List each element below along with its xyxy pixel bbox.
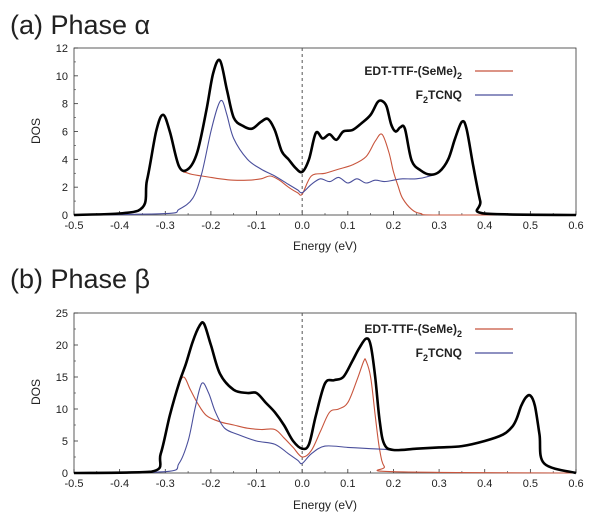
x-tick-label: 0.3 [431, 220, 446, 232]
panel-b-title: (b) Phase β [10, 264, 151, 294]
y-tick-label: 15 [56, 372, 68, 384]
x-axis-label: Energy (eV) [293, 239, 357, 253]
x-tick-label: 0.6 [568, 478, 583, 490]
x-tick-label: 0.2 [386, 478, 401, 490]
y-tick-label: 12 [56, 43, 68, 55]
x-tick-label: -0.3 [156, 220, 175, 232]
y-tick-label: 25 [56, 308, 68, 320]
series-edt-ttf-line [73, 358, 577, 474]
x-tick-label: -0.1 [247, 220, 266, 232]
y-tick-label: 2 [62, 182, 68, 194]
x-tick-label: -0.2 [201, 220, 220, 232]
series-total-line [73, 321, 577, 475]
y-tick-label: 5 [62, 436, 68, 448]
x-tick-label: 0.0 [295, 220, 310, 232]
y-axis-label: DOS [29, 379, 43, 405]
series-f2tcnq-line [73, 99, 577, 216]
x-tick-label: 0.6 [568, 220, 583, 232]
plot-panel-b: 0 5 10 15 20 25 -0.5 -0.4 -0.3 -0.2 -0.1 0.0 0.1 0.2 0… [29, 308, 584, 512]
x-tick-label: -0.1 [247, 478, 266, 490]
y-tick-label: 6 [62, 127, 68, 139]
x-tick-label: -0.5 [65, 220, 84, 232]
x-tick-label: 0.3 [431, 478, 446, 490]
x-tick-label: 0.0 [295, 478, 310, 490]
panel-a-title: (a) Phase α [10, 10, 151, 40]
plot-panel-a: 0 2 4 6 8 10 12 -0.5 -0.4 -0.3 -0.2 -0.1 0.0 0.1 0.2 0.… [29, 43, 584, 253]
y-tick-label: 10 [56, 404, 68, 416]
y-tick-label: 4 [62, 154, 68, 166]
x-tick-label: -0.2 [201, 478, 220, 490]
x-tick-label: 0.4 [477, 478, 492, 490]
x-tick-label: 0.5 [523, 220, 538, 232]
series-f2tcnq-line [73, 382, 577, 474]
plot-frame [73, 47, 577, 216]
x-tick-label: -0.4 [110, 478, 129, 490]
y-tick-label: 0 [62, 210, 68, 222]
y-tick-label: 20 [56, 340, 68, 352]
x-tick-label: 0.1 [340, 478, 355, 490]
x-tick-label: 0.5 [523, 478, 538, 490]
x-tick-label: -0.3 [156, 478, 175, 490]
legend-label: EDT-TTF-(SeMe)2 [364, 64, 462, 81]
legend-label: F2TCNQ [416, 88, 462, 105]
series-total-line [73, 58, 577, 217]
legend-label: EDT-TTF-(SeMe)2 [364, 322, 462, 339]
y-tick-label: 10 [56, 71, 68, 83]
plot-frame [73, 312, 577, 474]
x-tick-label: 0.2 [386, 220, 401, 232]
x-tick-label: 0.1 [340, 220, 355, 232]
legend-label: F2TCNQ [416, 346, 462, 363]
x-tick-label: 0.4 [477, 220, 492, 232]
y-tick-label: 0 [62, 468, 68, 480]
y-axis-label: DOS [29, 118, 43, 144]
x-tick-label: -0.4 [110, 220, 129, 232]
x-axis-label: Energy (eV) [293, 498, 357, 512]
y-tick-label: 8 [62, 99, 68, 111]
x-tick-label: -0.5 [65, 478, 84, 490]
